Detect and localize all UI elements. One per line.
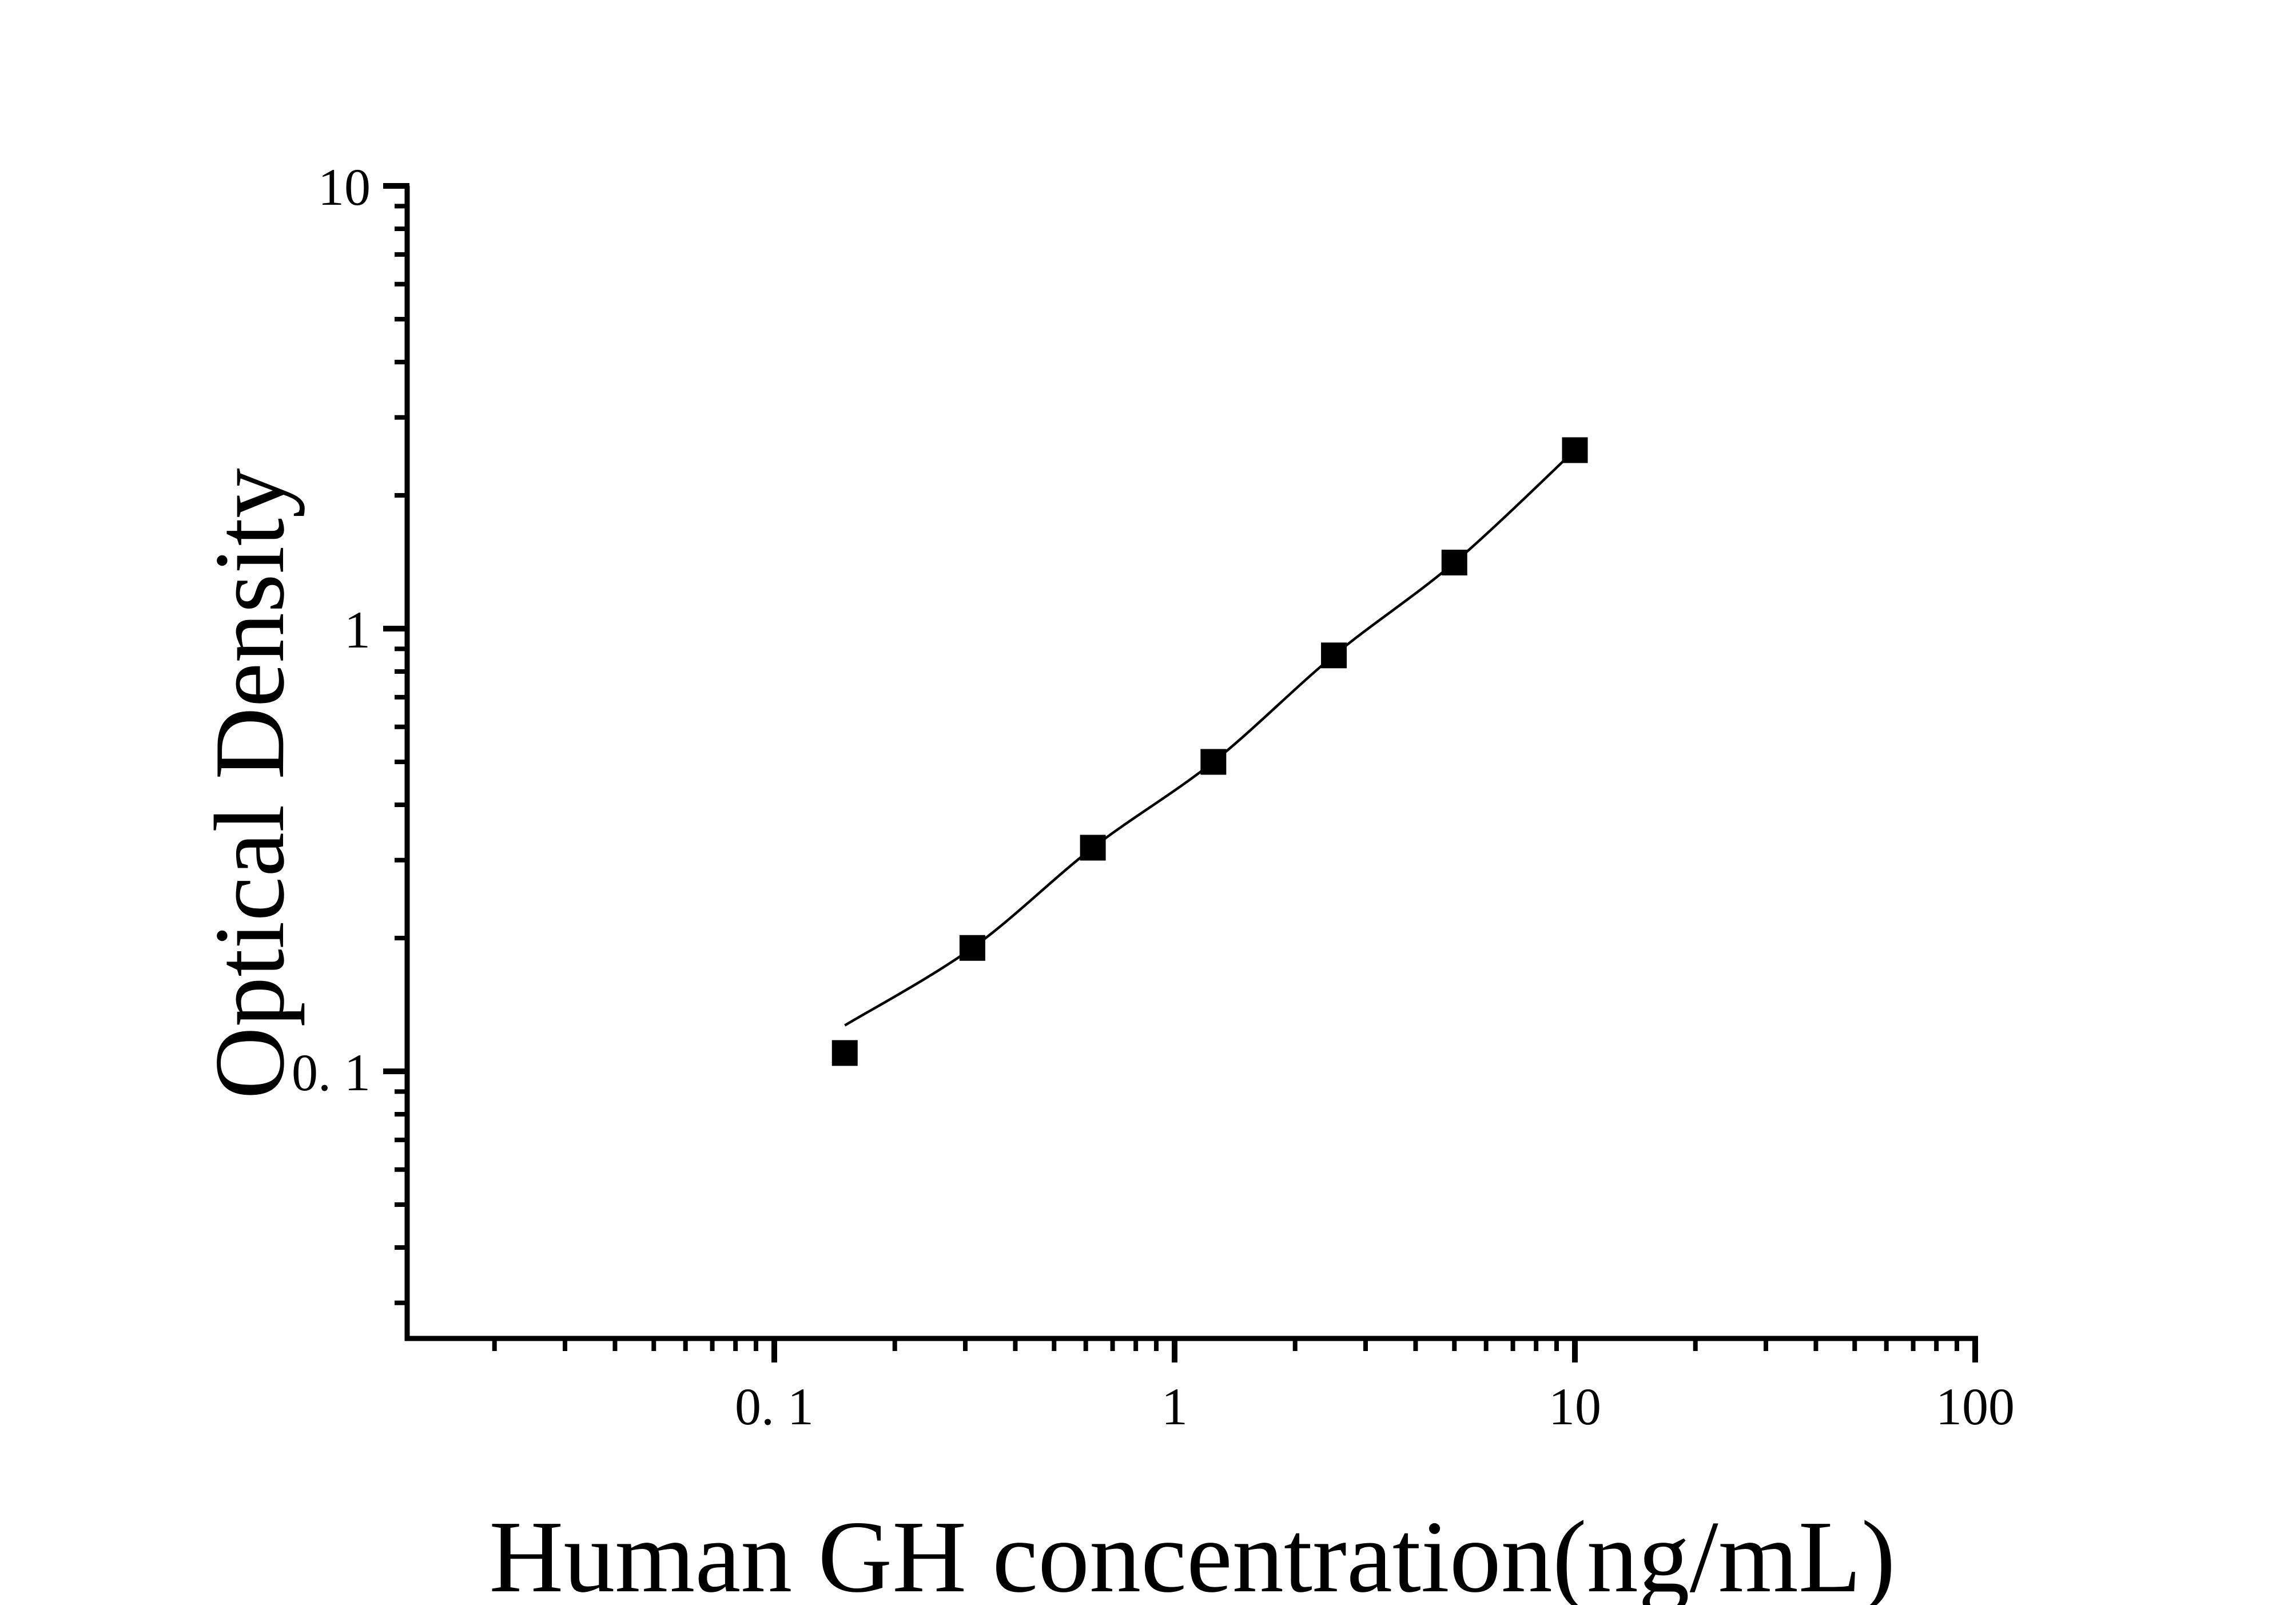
axes	[404, 186, 1978, 1341]
data-point-marker	[1562, 437, 1588, 463]
data-point-marker	[1200, 749, 1227, 775]
axis-ticks	[383, 183, 1978, 1362]
fit-curve	[844, 449, 1576, 1027]
x-axis-title: Human GH concentration(ng/mL)	[489, 1500, 1895, 1605]
x-tick-label: 10	[1549, 1377, 1601, 1436]
y-tick-label: 10	[318, 158, 371, 216]
axis-tick-labels: 0. 1 1 10 100 10 1 0. 1	[292, 158, 2015, 1436]
data-point-marker	[1321, 642, 1347, 669]
y-tick-label: 0. 1	[292, 1043, 371, 1102]
y-axis-title: Optical Density	[194, 468, 305, 1099]
x-tick-label: 100	[1936, 1377, 2015, 1436]
data-point-marker	[959, 935, 985, 961]
data-point-marker	[831, 1040, 858, 1066]
x-tick-label: 0. 1	[735, 1377, 814, 1436]
y-tick-label: 1	[344, 601, 371, 659]
data-point-markers	[831, 437, 1588, 1066]
data-point-marker	[1441, 550, 1467, 576]
data-point-marker	[1080, 835, 1106, 861]
x-tick-label: 1	[1161, 1377, 1188, 1436]
